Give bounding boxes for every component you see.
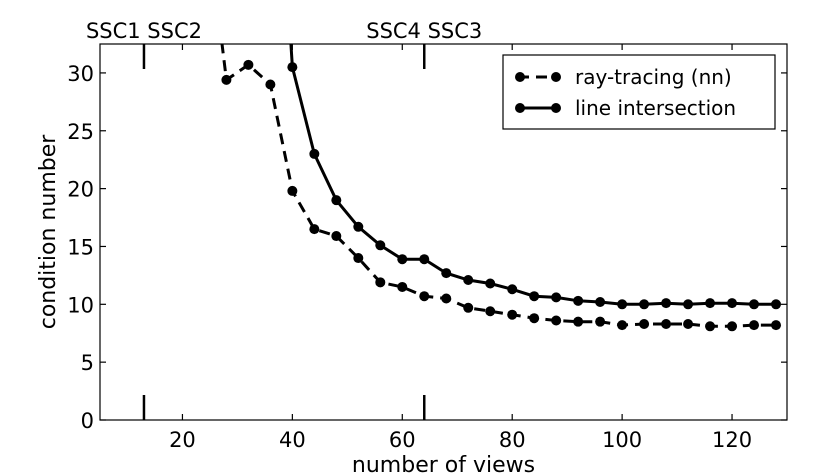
y-tick-label: 25 xyxy=(67,120,94,144)
data-point xyxy=(749,299,760,310)
data-point xyxy=(507,309,518,320)
data-point xyxy=(265,79,276,90)
series-line intersection xyxy=(287,44,782,310)
data-point xyxy=(441,268,452,279)
x-tick-label: 60 xyxy=(389,428,416,452)
y-tick-label: 20 xyxy=(67,178,94,202)
data-point xyxy=(639,299,650,310)
data-point xyxy=(639,318,650,329)
data-point xyxy=(287,185,298,196)
legend-marker xyxy=(551,72,561,82)
y-tick-label: 15 xyxy=(67,235,94,259)
series-line xyxy=(289,44,776,306)
x-tick-label: 20 xyxy=(169,428,196,452)
series-line xyxy=(220,44,776,328)
y-axis-label: condition number xyxy=(36,134,61,330)
y-tick-label: 30 xyxy=(67,62,94,86)
data-point xyxy=(595,316,606,327)
data-point xyxy=(727,298,738,309)
legend-marker xyxy=(515,72,525,82)
y-tick-label: 10 xyxy=(67,293,94,317)
data-point xyxy=(727,321,738,332)
data-point xyxy=(617,320,628,331)
data-point xyxy=(683,299,694,310)
data-point xyxy=(661,318,672,329)
data-point xyxy=(573,316,584,327)
data-point xyxy=(375,277,386,288)
data-point xyxy=(331,231,342,242)
data-point xyxy=(397,281,408,292)
data-point xyxy=(661,298,672,309)
data-point xyxy=(617,299,628,310)
data-point xyxy=(485,278,496,289)
data-point xyxy=(353,221,364,232)
data-point xyxy=(287,62,298,73)
data-point xyxy=(463,275,474,286)
data-point xyxy=(595,296,606,307)
x-tick-label: 80 xyxy=(499,428,526,452)
legend-box xyxy=(502,54,776,130)
data-point xyxy=(309,148,320,159)
data-point xyxy=(551,315,562,326)
x-tick-label: 120 xyxy=(712,428,752,452)
legend-label: ray-tracing (nn) xyxy=(575,65,732,89)
series-layer xyxy=(220,44,782,332)
plot-frame xyxy=(99,43,788,421)
legend: ray-tracing (nn) line intersection xyxy=(502,54,776,130)
ticks-layer: 20 40 60 80 100 120 0 5 10 15 20 25 30 xyxy=(67,44,787,452)
ssc-label: SSC1 SSC2 xyxy=(86,19,202,43)
data-point xyxy=(419,291,430,302)
data-point xyxy=(529,313,540,324)
data-point xyxy=(485,306,496,317)
data-point xyxy=(705,298,716,309)
data-point xyxy=(309,224,320,235)
data-point xyxy=(463,302,474,313)
y-tick-label: 5 xyxy=(81,351,94,375)
data-point xyxy=(375,240,386,251)
data-point xyxy=(551,292,562,303)
series-ray-tracing (nn) xyxy=(220,44,782,332)
x-tick-label: 40 xyxy=(279,428,306,452)
data-point xyxy=(221,74,232,85)
x-tick-label: 100 xyxy=(602,428,642,452)
data-point xyxy=(771,320,782,331)
legend-label: line intersection xyxy=(575,96,736,120)
legend-marker xyxy=(515,103,525,113)
legend-marker xyxy=(551,103,561,113)
data-point xyxy=(331,195,342,206)
data-point xyxy=(573,295,584,306)
data-point xyxy=(419,254,430,265)
data-point xyxy=(397,254,408,265)
data-point xyxy=(705,321,716,332)
data-point xyxy=(529,291,540,302)
data-point xyxy=(683,318,694,329)
y-tick-label: 0 xyxy=(81,409,94,433)
data-point xyxy=(507,284,518,295)
data-point xyxy=(353,253,364,264)
marker-layer: SSC1 SSC2 SSC4 SSC3 xyxy=(86,19,482,420)
x-axis-label: number of views xyxy=(352,453,535,475)
data-point xyxy=(441,293,452,304)
data-point xyxy=(243,59,254,70)
data-point xyxy=(749,320,760,331)
ssc-label: SSC4 SSC3 xyxy=(366,19,482,43)
data-point xyxy=(771,299,782,310)
